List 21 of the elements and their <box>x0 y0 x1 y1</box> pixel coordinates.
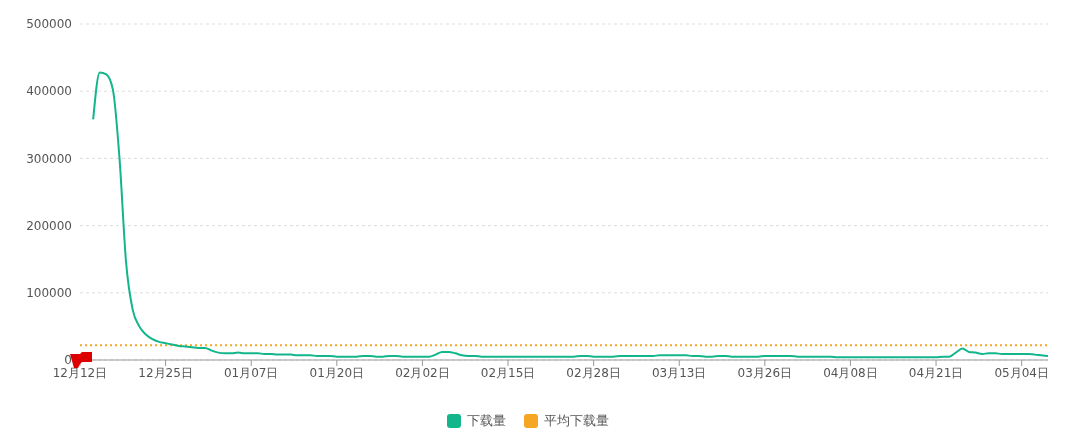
x-tick-label: 04月08日 <box>823 365 878 380</box>
x-tick-label: 02月02日 <box>395 365 450 380</box>
x-tick-label: 03月13日 <box>651 365 707 380</box>
legend-label: 下载量 <box>467 412 506 430</box>
x-tick-label: 01月20日 <box>309 365 365 380</box>
x-tick-label: 04月21日 <box>908 365 964 380</box>
y-tick-label: 100000 <box>26 286 72 301</box>
x-tick-label: 12月25日 <box>138 365 193 380</box>
y-tick-label: 300000 <box>26 151 72 166</box>
x-tick-label: 05月04日 <box>994 365 1049 380</box>
line-series <box>92 71 1048 359</box>
x-tick-label: 01月07日 <box>223 365 279 380</box>
y-tick-label: 0 <box>64 353 72 368</box>
x-tick-label: 02月28日 <box>566 365 621 380</box>
x-tick-label: 12月12日 <box>52 365 108 380</box>
x-tick-label: 02月15日 <box>480 365 536 380</box>
x-tick-label: 03月26日 <box>737 365 793 380</box>
legend-label: 平均下载量 <box>544 412 609 430</box>
y-tick-label: 200000 <box>26 218 72 233</box>
y-tick-label: 400000 <box>26 84 72 99</box>
y-tick-label: 500000 <box>26 17 72 32</box>
